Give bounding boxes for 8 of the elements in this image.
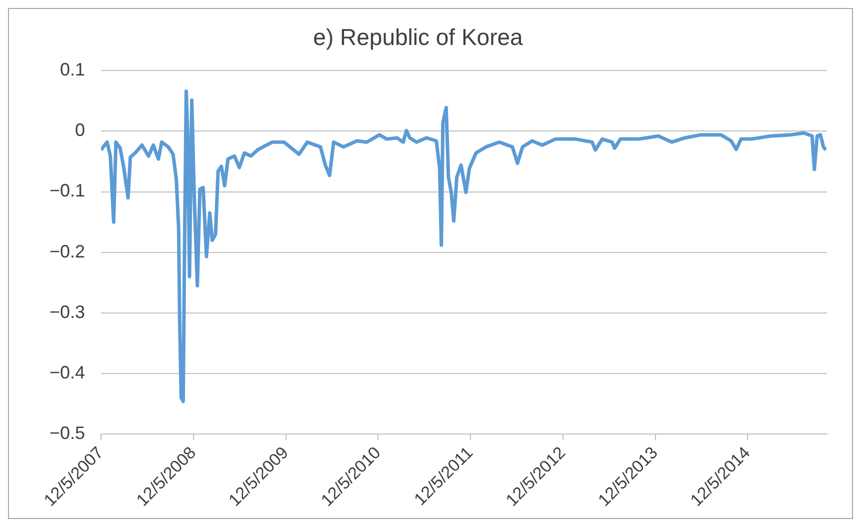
y-tick-label: −0.3 <box>49 302 85 322</box>
y-tick-label: −0.1 <box>49 180 85 201</box>
y-tick-label: −0.4 <box>49 362 85 382</box>
y-tick-label: 0.1 <box>60 60 85 80</box>
y-tick-label: −0.2 <box>49 241 85 262</box>
y-tick-label: 0 <box>74 120 85 140</box>
y-tick-label: −0.5 <box>49 423 85 444</box>
chart-title: e) Republic of Korea <box>313 24 524 50</box>
